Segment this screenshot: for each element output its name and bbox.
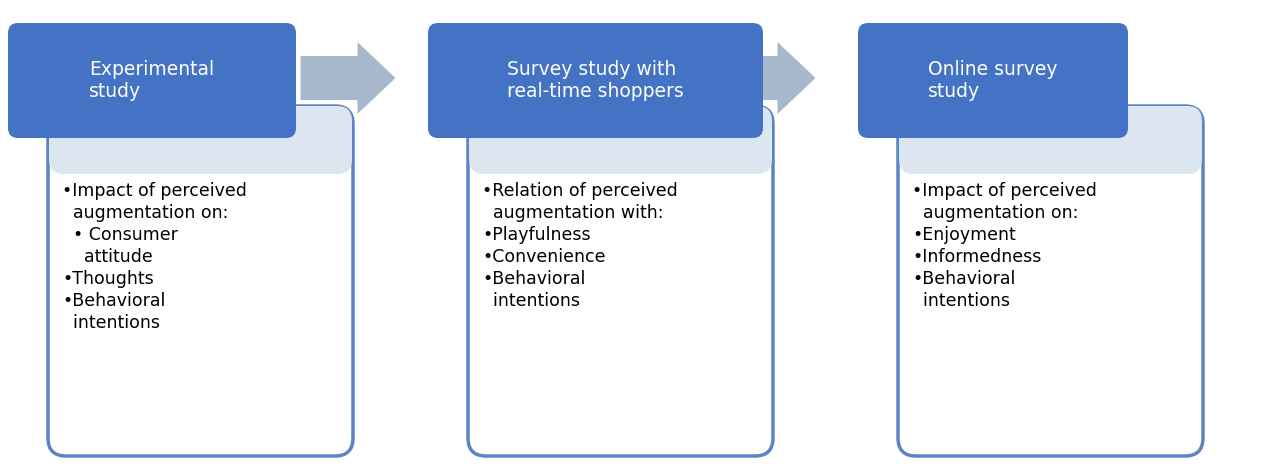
Text: •Informedness: •Informedness [912, 248, 1042, 266]
Text: •Impact of perceived: •Impact of perceived [62, 182, 246, 200]
Polygon shape [720, 42, 816, 114]
FancyBboxPatch shape [428, 23, 763, 138]
Text: Online survey
study: Online survey study [928, 60, 1057, 101]
FancyBboxPatch shape [898, 106, 1202, 456]
Text: •Playfulness: •Playfulness [482, 226, 591, 244]
FancyBboxPatch shape [858, 23, 1128, 138]
Text: augmentation on:: augmentation on: [62, 204, 229, 222]
Polygon shape [301, 42, 395, 114]
Text: •Thoughts: •Thoughts [62, 270, 154, 288]
Text: •Behavioral: •Behavioral [62, 292, 165, 310]
Text: intentions: intentions [62, 314, 160, 332]
Text: augmentation on:: augmentation on: [912, 204, 1079, 222]
Text: •Behavioral: •Behavioral [482, 270, 585, 288]
Text: •Behavioral: •Behavioral [912, 270, 1015, 288]
FancyBboxPatch shape [48, 106, 352, 456]
FancyBboxPatch shape [8, 23, 296, 138]
Text: Experimental
study: Experimental study [90, 60, 215, 101]
FancyBboxPatch shape [469, 106, 773, 456]
FancyBboxPatch shape [469, 106, 772, 174]
Text: •Relation of perceived: •Relation of perceived [482, 182, 678, 200]
Text: intentions: intentions [912, 292, 1010, 310]
FancyBboxPatch shape [49, 106, 352, 174]
Text: • Consumer: • Consumer [62, 226, 178, 244]
Text: •Impact of perceived: •Impact of perceived [912, 182, 1096, 200]
Text: intentions: intentions [482, 292, 580, 310]
Text: •Convenience: •Convenience [482, 248, 605, 266]
Text: attitude: attitude [62, 248, 153, 266]
FancyBboxPatch shape [899, 106, 1202, 174]
Text: •Enjoyment: •Enjoyment [912, 226, 1015, 244]
Text: Survey study with
real-time shoppers: Survey study with real-time shoppers [508, 60, 683, 101]
Text: augmentation with:: augmentation with: [482, 204, 663, 222]
